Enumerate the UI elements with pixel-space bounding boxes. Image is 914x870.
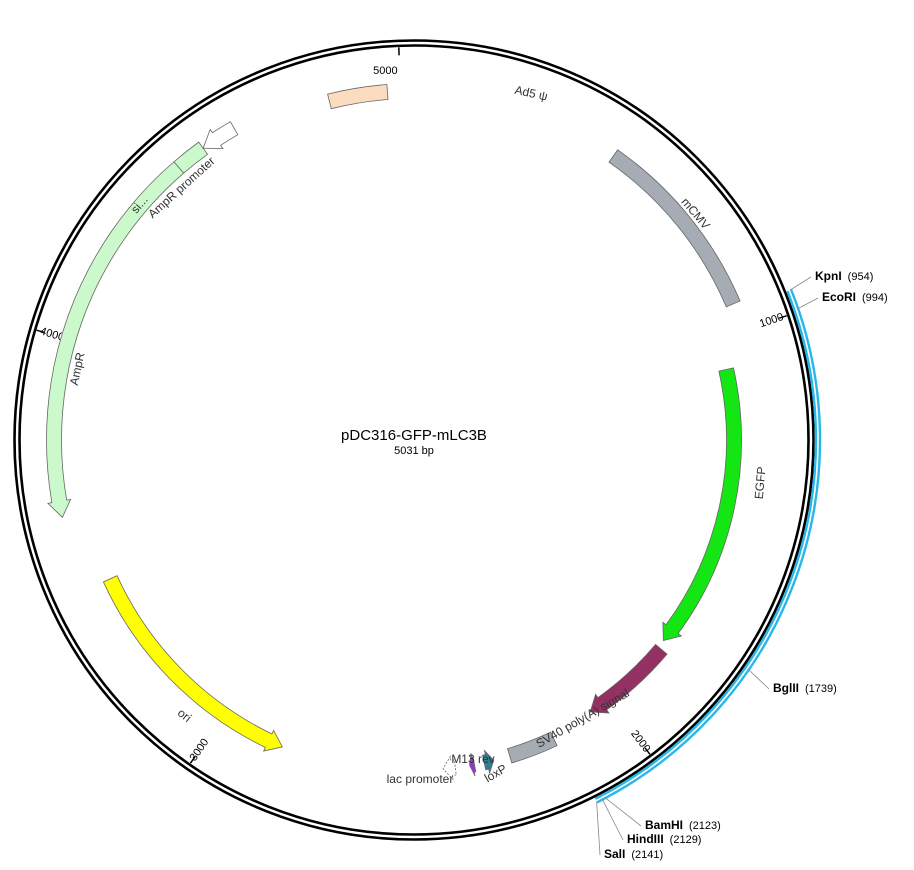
site-position-bglii: (1739) [805,683,837,695]
feature-egfp[interactable] [662,367,742,642]
feature-label-ori: ori [175,706,194,725]
site-leader-bglii [747,668,770,690]
site-position-hindiii: (2129) [670,834,702,846]
plasmid-length: 5031 bp [394,445,434,457]
site-label-bamhi[interactable]: BamHI (2123) [645,818,721,832]
feature-mcmv[interactable] [608,149,741,308]
feature-amprp[interactable] [202,121,239,150]
site-leader-ecori [797,297,819,310]
feature-label-ampr: AmpR [67,351,88,387]
feature-label-lacp: lac promoter [387,772,454,786]
site-name-bamhi: BamHI [645,818,683,832]
site-label-bglii[interactable]: BglII (1739) [773,681,837,695]
site-position-kpni: (954) [848,271,874,283]
tick-label-3000: 3000 [188,737,212,764]
site-label-hindiii[interactable]: HindIII (2129) [627,832,701,846]
feature-loxp[interactable] [482,749,495,775]
site-position-sali: (2141) [631,849,663,861]
feature-ampr[interactable] [46,161,185,518]
plasmid-name: pDC316-GFP-mLC3B [341,427,487,444]
feature-lacp[interactable] [442,755,457,781]
site-leader-kpni [789,276,812,291]
highlighted-region [594,289,822,804]
feature-m13[interactable] [469,753,477,777]
tick-mark-4000 [36,329,45,334]
site-label-kpni[interactable]: KpnI (954) [815,269,873,283]
tick-label-2000: 2000 [628,728,652,755]
site-leader-bamhi [604,796,642,827]
site-position-bamhi: (2123) [689,820,721,832]
region-arc-1 [596,289,822,804]
tick-mark-2000 [644,747,651,755]
site-leader-sali [596,801,601,856]
feature-label-sv40: SV40 poly(A) signal [533,686,631,751]
site-leader-hindiii [601,798,624,841]
tick-mark-1000 [778,314,788,319]
site-name-bglii: BglII [773,681,799,695]
feature-label-ad5: Ad5 ψ [513,83,548,104]
site-name-kpni: KpnI [815,269,842,283]
site-label-sali[interactable]: SalI (2141) [604,847,663,861]
backbone-inner-ring [18,44,810,836]
feature-label-mlc3: mLC3 [643,673,676,705]
feature-ori[interactable] [102,575,283,752]
site-name-sali: SalI [604,847,625,861]
plasmid-backbone [13,39,815,841]
feature-sv40[interactable] [506,731,558,764]
backbone-outer-ring [13,39,815,841]
region-arc-2 [594,290,818,800]
feature-ad5[interactable] [327,84,389,110]
feature-mlc3[interactable] [589,643,668,714]
tick-mark-3000 [189,756,196,764]
feature-label-m13: M13 rev [451,752,494,766]
site-label-ecori[interactable]: EcoRI (994) [822,290,888,304]
site-name-ecori: EcoRI [822,290,856,304]
feature-sig[interactable] [173,141,209,174]
tick-label-5000: 5000 [373,65,397,77]
feature-label-egfp: EGFP [752,466,769,500]
restriction-sites: KpnI (954) EcoRI (994) BglII (1739) BamHI (2123… [596,269,888,861]
site-position-ecori: (994) [862,292,888,304]
site-name-hindiii: HindIII [627,832,664,846]
tick-label-1000: 1000 [758,311,785,330]
